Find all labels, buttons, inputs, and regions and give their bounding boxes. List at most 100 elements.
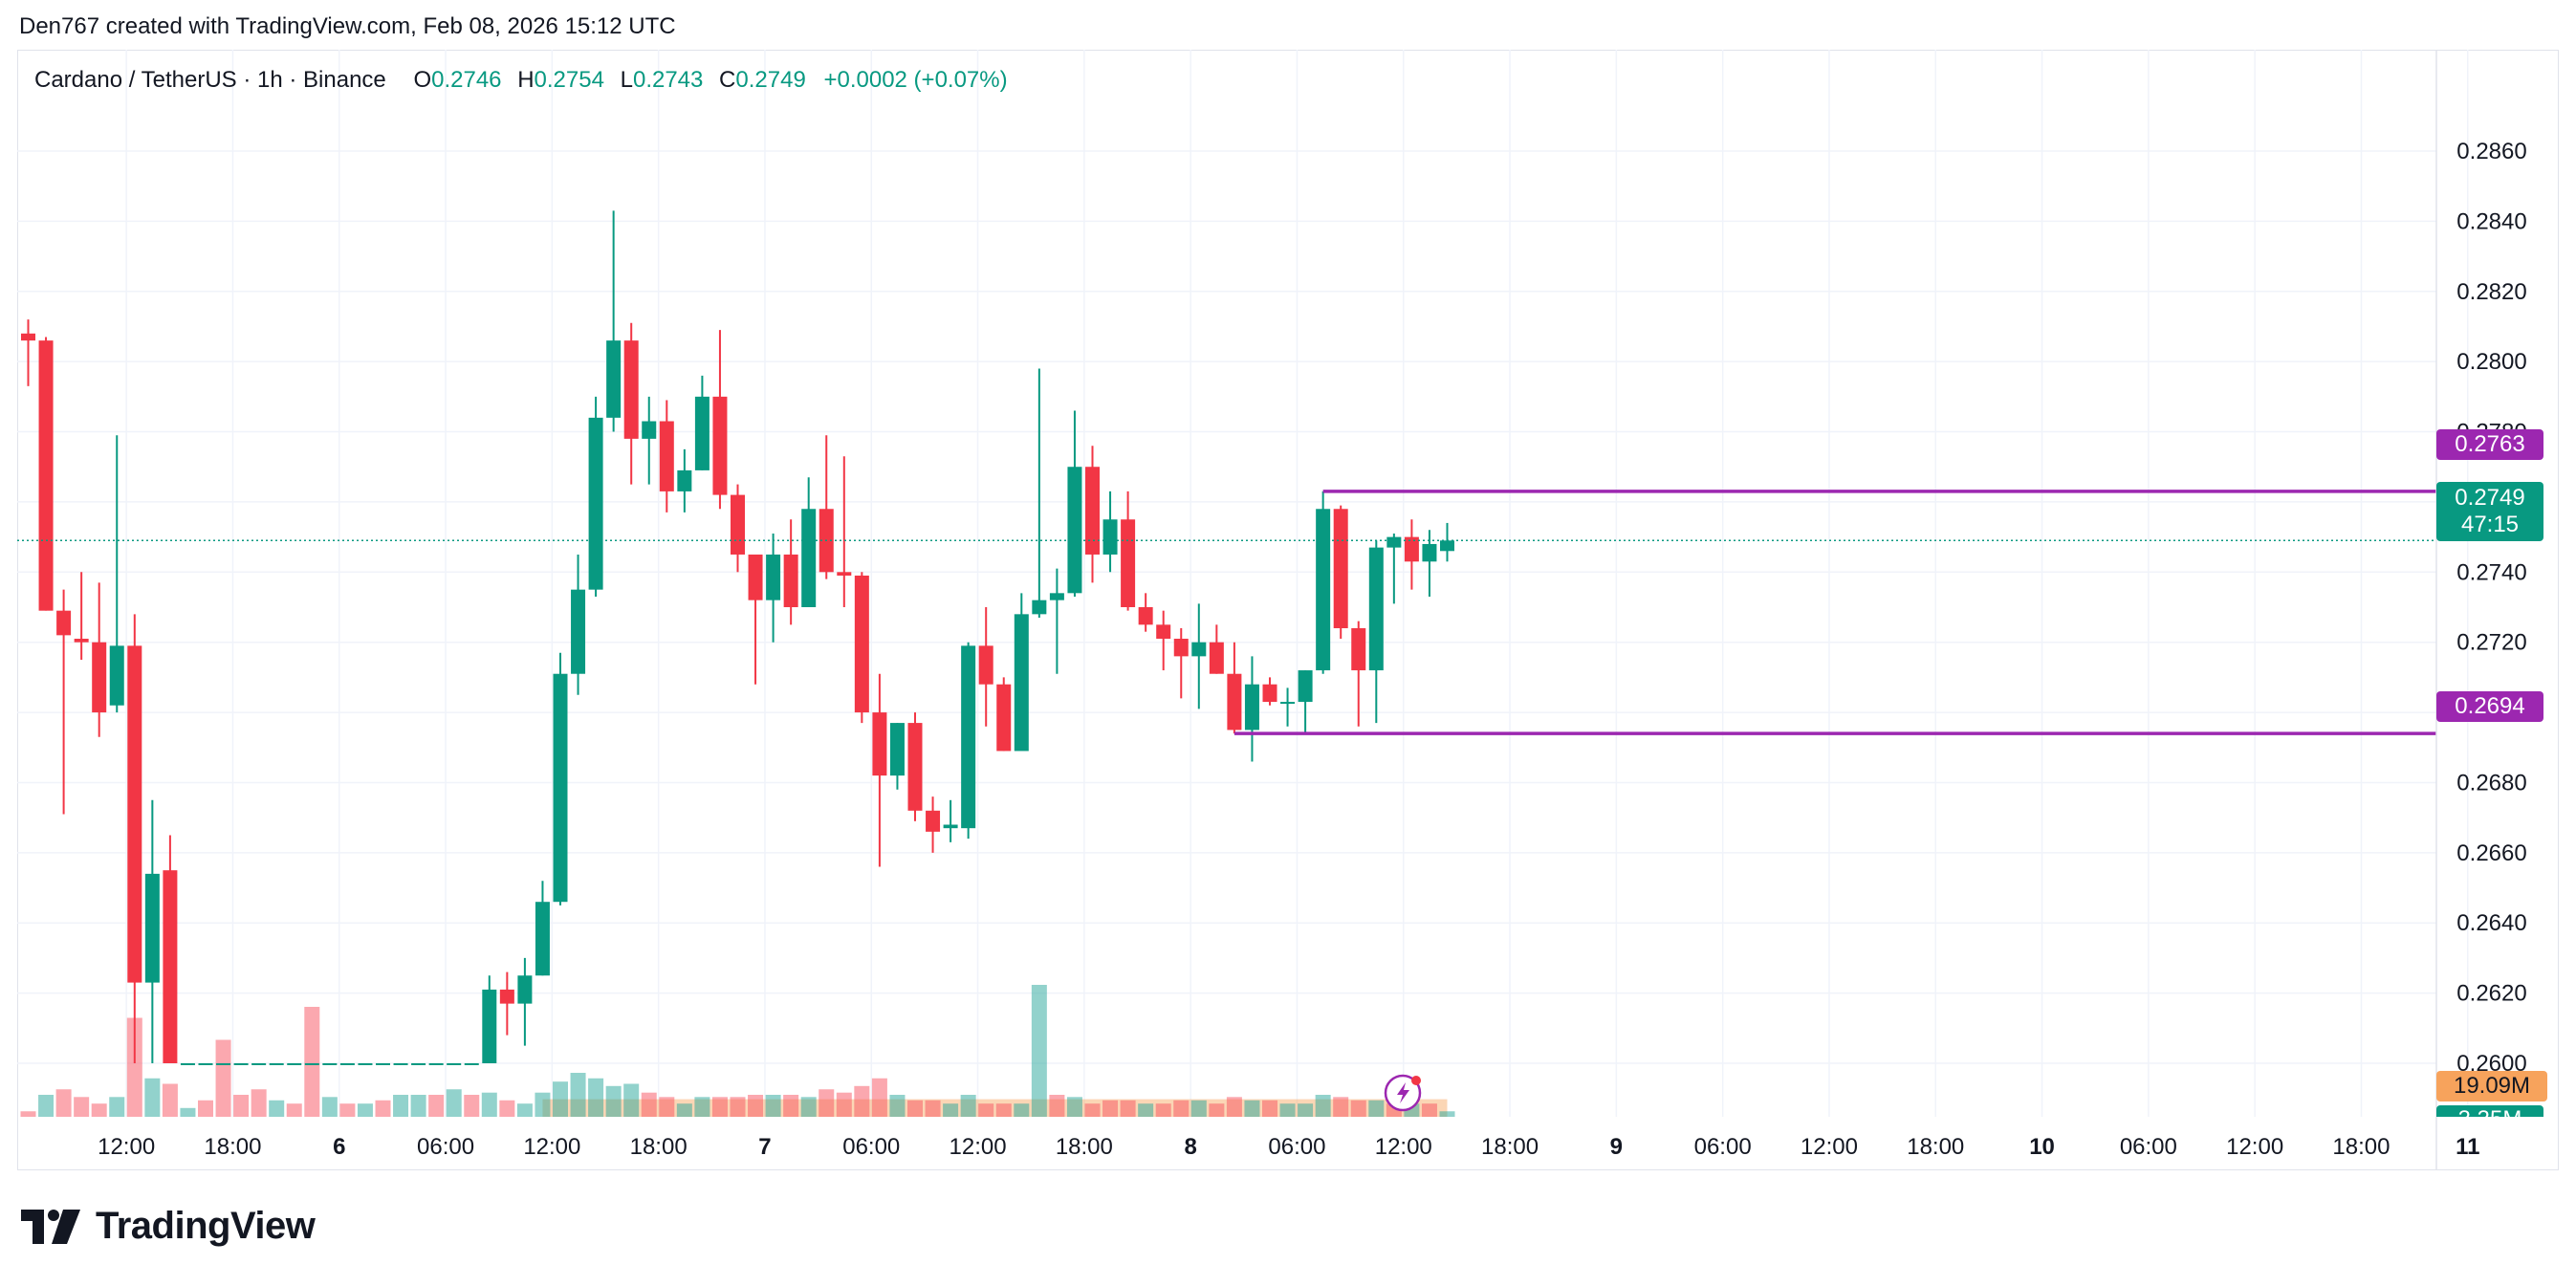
level-layer	[17, 490, 2436, 735]
candle	[694, 375, 709, 470]
candle	[180, 1063, 195, 1065]
symbol-legend: Cardano / TetherUS · 1h · Binance O0.274…	[34, 67, 1008, 94]
candle-countdown: 47:15	[2460, 512, 2520, 537]
snapshot-icon[interactable]	[1384, 1074, 1422, 1112]
candle	[517, 957, 533, 1046]
volume-bar	[74, 1097, 90, 1117]
volume-bar	[694, 1097, 710, 1117]
candle-body	[56, 610, 72, 636]
candle	[1262, 677, 1277, 706]
candle	[1227, 642, 1242, 734]
candle-body	[694, 396, 709, 470]
volume-bar	[144, 1078, 161, 1117]
candle	[233, 1063, 249, 1065]
price-tick-label: 0.2840	[2456, 208, 2526, 234]
candle-body	[358, 1063, 373, 1065]
candle-body	[1121, 519, 1136, 607]
volume-bar	[570, 1073, 586, 1117]
candle	[1049, 568, 1064, 674]
volume-bar	[1315, 1095, 1331, 1117]
candle-body	[1262, 684, 1277, 703]
candle	[1333, 505, 1348, 640]
volume-bar	[1244, 1100, 1260, 1117]
candle-body	[1386, 536, 1402, 548]
volume-bar	[783, 1095, 799, 1117]
candle-body	[712, 396, 728, 495]
candle	[1121, 491, 1136, 611]
time-tick-label: 18:00	[1481, 1134, 1539, 1160]
candle-body	[1173, 639, 1189, 657]
tradingview-logo[interactable]: TradingView	[21, 1205, 316, 1248]
volume-bar	[800, 1097, 817, 1117]
candle	[428, 1063, 444, 1065]
candle-body	[393, 1063, 408, 1065]
candle-body	[428, 1063, 444, 1065]
candle	[1404, 519, 1419, 590]
candle-body	[1404, 536, 1419, 562]
volume-bar	[623, 1083, 640, 1117]
volume-bar	[516, 1103, 533, 1117]
volume-bar	[1190, 1100, 1207, 1117]
time-tick-label: 12:00	[1375, 1134, 1432, 1160]
price-tick-label: 0.2720	[2456, 630, 2526, 656]
tradingview-wordmark: TradingView	[96, 1205, 316, 1247]
candle-body	[837, 572, 852, 576]
candle	[766, 533, 781, 643]
candle-body	[889, 723, 905, 776]
volume-bar	[38, 1095, 55, 1117]
candle	[376, 1063, 390, 1065]
candle	[623, 322, 639, 485]
volume-bar	[1084, 1103, 1101, 1117]
candle-body	[926, 810, 941, 832]
volume-bar	[730, 1097, 746, 1117]
candle-body	[1316, 509, 1331, 671]
volume-bar	[1120, 1100, 1136, 1117]
chart-attribution: Den767 created with TradingView.com, Feb…	[19, 13, 676, 39]
candle	[304, 1063, 319, 1065]
candle	[92, 582, 107, 737]
volume-bar	[1333, 1097, 1349, 1117]
volume-bar	[126, 1017, 142, 1117]
candle	[606, 210, 622, 432]
volume-bar	[1298, 1103, 1314, 1117]
volume-bar	[995, 1103, 1012, 1117]
time-tick-label: 18:00	[630, 1134, 688, 1160]
volume-bar	[889, 1095, 906, 1117]
axis-layer: 0.28600.28400.28200.28000.27800.27600.27…	[98, 50, 2527, 1170]
volume-bar	[819, 1089, 835, 1117]
candle-body	[127, 645, 142, 983]
volume-bar	[393, 1095, 409, 1117]
volume-bar	[1350, 1100, 1366, 1117]
volume-bar	[641, 1092, 657, 1117]
support-price-label: 0.2694	[2436, 691, 2543, 722]
time-tick-label: 18:00	[2332, 1134, 2390, 1160]
candle-body	[1368, 547, 1384, 671]
candle	[1085, 446, 1100, 583]
volume-bar	[233, 1095, 250, 1117]
candle	[588, 396, 603, 597]
candle	[393, 1063, 408, 1065]
time-tick-label: 18:00	[204, 1134, 261, 1160]
volume-bar	[304, 1007, 320, 1117]
volume-bar	[180, 1107, 196, 1117]
volume-bar	[978, 1103, 994, 1117]
candle-body	[623, 340, 639, 439]
volume-bar	[659, 1097, 675, 1117]
volume-bar	[162, 1083, 178, 1117]
candle	[447, 1063, 462, 1065]
candle	[198, 1063, 213, 1065]
candle-body	[269, 1063, 284, 1065]
candle-body	[38, 340, 54, 611]
candle	[464, 1063, 479, 1065]
candle	[872, 673, 887, 867]
volume-bar	[375, 1100, 391, 1117]
chart-frame	[17, 50, 2559, 1170]
time-tick-label: 06:00	[842, 1134, 900, 1160]
candle-body	[1156, 624, 1171, 640]
time-tick-label: 6	[333, 1134, 345, 1160]
volume-bar	[765, 1095, 781, 1117]
candle	[1173, 628, 1189, 699]
candle	[1244, 656, 1259, 762]
volume-bar	[748, 1095, 764, 1117]
